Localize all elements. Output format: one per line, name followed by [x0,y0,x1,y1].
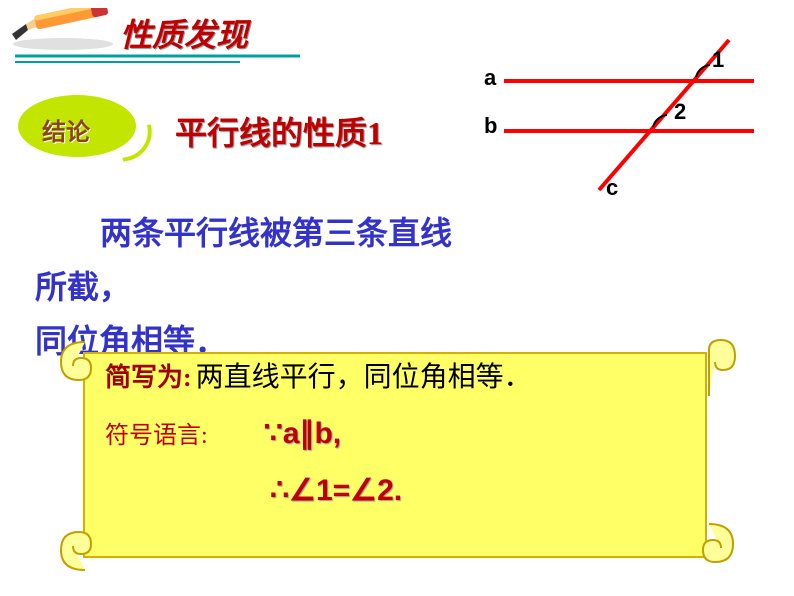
label-c: c [606,175,618,201]
abbrev-label: 简写为: [105,363,192,392]
label-angle2: 2 [674,99,686,125]
property-title: 平行线的性质1 [175,108,383,154]
math-therefore: ∴∠1=∠2. [270,474,402,507]
title-text: 性质发现 [120,17,248,53]
symbol-label: 符号语言: [105,423,208,449]
theorem-line1: 两条平行线被第三条直线 [100,208,452,259]
scroll-curl-br [695,522,739,572]
scroll-curl-tl [55,340,99,390]
scroll-curl-bl [55,522,99,572]
parallel-lines-diagram: a b c 1 2 [484,35,764,200]
label-b: b [484,113,497,139]
title-underline [10,50,310,68]
math-because: ∵a∥b, [264,417,341,450]
pencil-icon [8,8,118,52]
conclusion-label: 结论 [42,112,90,147]
theorem-line2: 所截， [35,262,131,313]
scroll-curl-tr [695,338,739,398]
label-angle1: 1 [712,47,724,73]
abbrev-text: 两直线平行，同位角相等． [196,362,532,393]
label-a: a [484,65,496,91]
